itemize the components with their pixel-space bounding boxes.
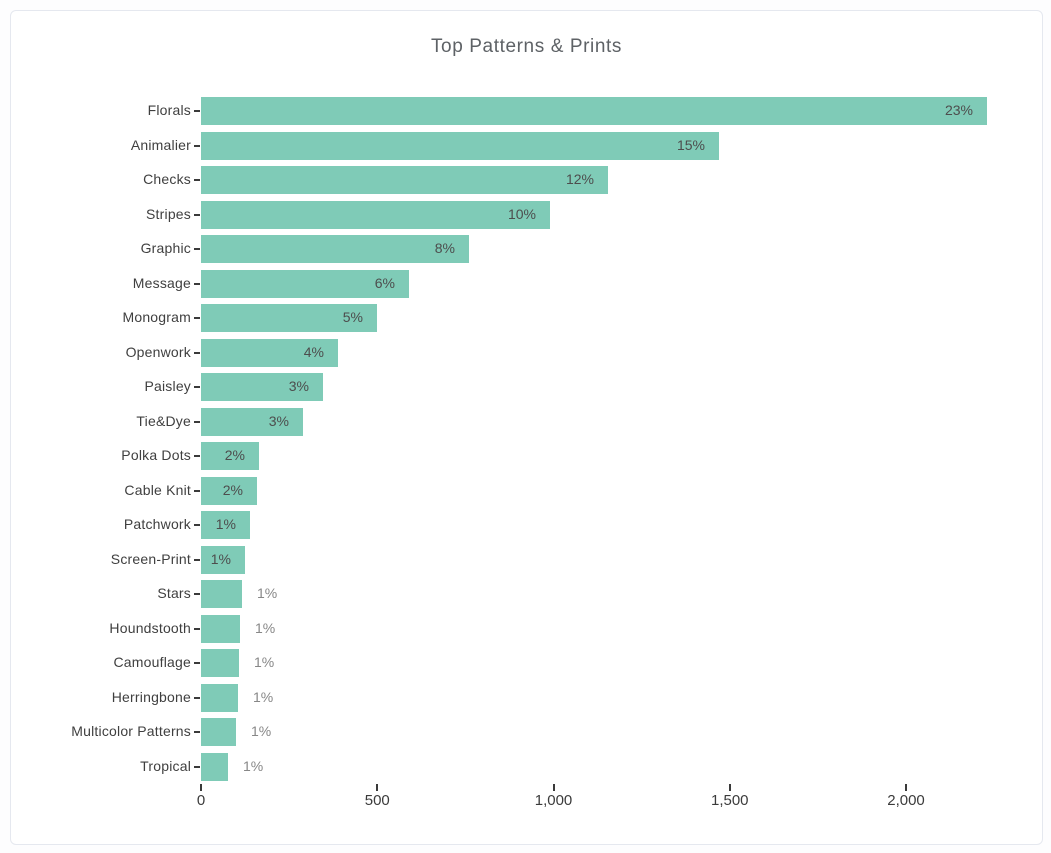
bar-value-label: 2% xyxy=(222,481,243,498)
bar-value-label: 1% xyxy=(215,516,236,532)
chart-title: Top Patterns & Prints xyxy=(430,36,623,57)
bar[interactable] xyxy=(201,407,303,436)
bar[interactable] xyxy=(201,373,323,401)
category-label: Polka Dots xyxy=(121,447,191,463)
category-label: Paisley xyxy=(144,378,191,394)
x-axis-tick xyxy=(728,784,731,791)
bar[interactable] xyxy=(201,131,719,160)
x-axis-tick xyxy=(905,784,907,791)
bar-value-label: 12% xyxy=(565,171,594,187)
x-axis-tick-label: 500 xyxy=(364,792,390,809)
category-tick xyxy=(194,317,200,319)
category-tick xyxy=(194,765,200,768)
category-label: Houndstooth xyxy=(109,619,191,636)
category-tick xyxy=(194,731,200,733)
x-axis-tick xyxy=(376,784,379,791)
bar-value-label: 1% xyxy=(243,757,264,774)
bar[interactable] xyxy=(201,97,987,125)
category-label: Herringbone xyxy=(111,688,191,705)
category-label: Camouflage xyxy=(113,654,191,670)
bar[interactable] xyxy=(201,235,469,263)
category-label: Message xyxy=(132,274,191,291)
category-tick xyxy=(194,179,200,181)
category-tick xyxy=(194,489,200,492)
category-label: Screen-Print xyxy=(110,550,191,567)
bar[interactable] xyxy=(201,200,550,229)
category-tick xyxy=(194,696,200,699)
x-axis-tick xyxy=(200,784,202,791)
bar[interactable] xyxy=(201,649,239,677)
category-tick xyxy=(194,351,200,354)
bar-value-label: 1% xyxy=(253,688,274,705)
bar-value-label: 4% xyxy=(303,343,324,360)
bar[interactable] xyxy=(201,338,338,367)
category-label: Tropical xyxy=(140,757,191,774)
category-tick xyxy=(194,524,200,526)
bar-value-label: 1% xyxy=(257,585,278,601)
bar-value-label: 3% xyxy=(268,412,289,429)
category-label: Stripes xyxy=(146,205,191,222)
bar-value-label: 1% xyxy=(255,619,276,636)
category-label: Patchwork xyxy=(123,516,191,532)
bar[interactable] xyxy=(201,683,238,712)
x-axis-tick-label: 0 xyxy=(196,792,206,809)
bar[interactable] xyxy=(201,511,250,539)
bar-chart[interactable]: Florals 23% Animalier 15% Checks 12% Stripes 10… xyxy=(11,11,1042,844)
category-tick xyxy=(194,420,200,423)
category-label: Monogram xyxy=(122,309,191,325)
bar[interactable] xyxy=(201,545,245,574)
category-tick xyxy=(194,110,200,112)
bar-value-label: 23% xyxy=(944,102,973,118)
category-tick xyxy=(194,144,200,147)
bar-value-label: 8% xyxy=(434,240,455,256)
bar-value-label: 5% xyxy=(342,309,363,325)
category-tick xyxy=(194,593,200,595)
category-tick xyxy=(194,282,200,285)
category-tick xyxy=(194,248,200,250)
bar[interactable] xyxy=(201,269,409,298)
bar[interactable] xyxy=(201,442,259,470)
category-tick xyxy=(194,627,200,630)
category-tick xyxy=(194,455,200,457)
bar[interactable] xyxy=(201,476,257,505)
category-label: Cable Knit xyxy=(124,481,191,498)
bar[interactable] xyxy=(201,614,240,643)
bar-value-label: 6% xyxy=(374,274,395,291)
chart-card: Top Patterns & Prints Florals 23% Animalie… xyxy=(10,10,1043,845)
category-tick xyxy=(194,662,200,664)
bar-value-label: 1% xyxy=(210,550,231,567)
category-label: Openwork xyxy=(125,343,191,360)
category-label: Florals xyxy=(147,102,191,118)
category-label: Checks xyxy=(143,171,191,187)
bar[interactable] xyxy=(201,304,377,332)
category-label: Tie&Dye xyxy=(136,412,191,429)
bar-value-label: 1% xyxy=(254,654,275,670)
x-axis-tick-label: 1,500 xyxy=(710,792,749,809)
category-tick xyxy=(194,386,200,388)
x-axis-tick-label: 1,000 xyxy=(534,792,573,809)
bar-value-label: 1% xyxy=(251,723,272,739)
bar[interactable] xyxy=(201,580,242,608)
bar-value-label: 10% xyxy=(507,205,536,222)
category-label: Graphic xyxy=(140,240,191,256)
bar[interactable] xyxy=(201,718,236,746)
bar-value-label: 15% xyxy=(676,136,705,153)
bar[interactable] xyxy=(201,752,228,781)
category-tick xyxy=(194,213,200,216)
x-axis-tick-label: 2,000 xyxy=(887,792,925,809)
category-label: Stars xyxy=(157,585,191,601)
x-axis-tick xyxy=(552,784,555,791)
category-label: Animalier xyxy=(130,136,191,153)
category-label: Multicolor Patterns xyxy=(71,723,191,739)
category-tick xyxy=(194,558,200,561)
bar-value-label: 3% xyxy=(288,378,309,394)
bar-value-label: 2% xyxy=(224,447,245,463)
bar[interactable] xyxy=(201,166,608,194)
